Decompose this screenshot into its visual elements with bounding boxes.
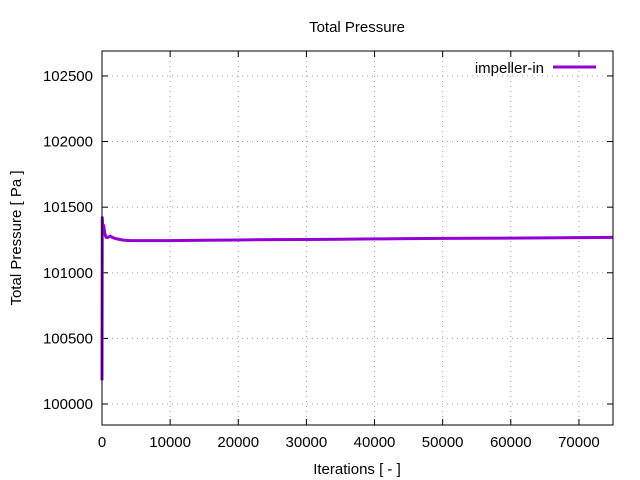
y-tick-label: 100500 (43, 330, 93, 347)
plot-frame (101, 50, 614, 426)
x-tick-label: 70000 (558, 434, 600, 451)
y-tick-label: 101000 (43, 265, 93, 282)
y-tick-label: 102500 (43, 68, 93, 85)
legend: impeller-in (475, 60, 596, 77)
x-tick-label: 60000 (490, 434, 532, 451)
y-tick-label: 102000 (43, 134, 93, 151)
x-tick-label: 0 (98, 434, 106, 451)
grid (102, 51, 613, 425)
y-tick-label: 100000 (43, 396, 93, 413)
series-layer (100, 216, 614, 381)
chart-title: Total Pressure (309, 19, 405, 36)
y-tick-label: 101500 (43, 199, 93, 216)
x-tick-label: 10000 (149, 434, 191, 451)
x-tick-label: 40000 (354, 434, 396, 451)
legend-label-impeller-in: impeller-in (475, 60, 544, 77)
series-line-impeller-in (100, 216, 614, 381)
x-axis-title: Iterations [ - ] (313, 461, 401, 478)
x-tick-label: 20000 (217, 434, 259, 451)
y-axis: 100000 100500 101000 101500 102000 102500 (43, 68, 613, 413)
x-axis: 0 10000 20000 30000 40000 50000 60000 70000 (98, 51, 600, 451)
y-axis-title: Total Pressure [ Pa ] (8, 170, 25, 305)
x-tick-label: 30000 (286, 434, 328, 451)
x-tick-label: 50000 (422, 434, 464, 451)
